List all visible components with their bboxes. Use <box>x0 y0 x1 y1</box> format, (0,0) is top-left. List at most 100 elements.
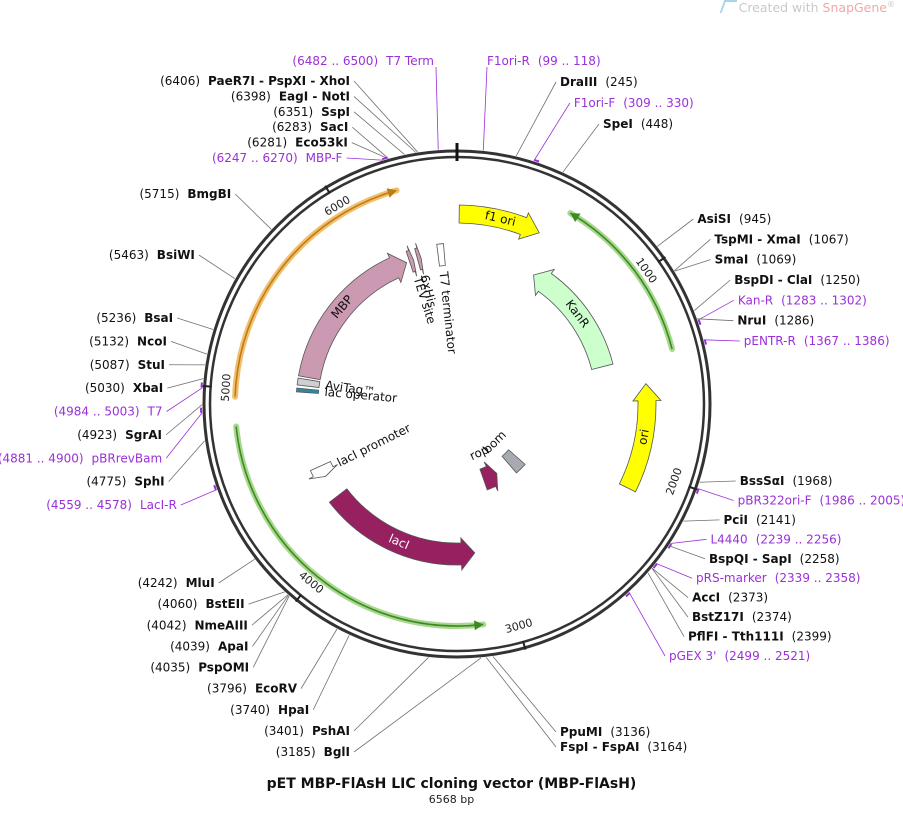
label-position: (4559 .. 4578) <box>46 498 132 512</box>
label-position: (3164) <box>647 740 687 754</box>
svg-text:(6406)PaeR7I - PspXI - XhoI: (6406) PaeR7I - PspXI - XhoI <box>160 74 350 88</box>
label-position: (2141) <box>756 513 796 527</box>
svg-text:FspI - FspAI(3164): FspI - FspAI (3164) <box>560 740 687 754</box>
label-position: (2239 .. 2256) <box>756 532 842 546</box>
label-position: (3401) <box>264 724 304 738</box>
site-label-saci: (6283) SacI <box>272 120 389 159</box>
label-position: (1067) <box>809 232 849 246</box>
primer-label-f1ori-f: F1ori-F (309 .. 330) <box>533 96 694 163</box>
svg-text:L4440(2239 .. 2256): L4440 (2239 .. 2256) <box>710 532 841 546</box>
label-position: (2374) <box>752 610 792 624</box>
site-label-xbai: (5030) XbaI <box>85 378 204 395</box>
site-label-mlui: (4242) MluI <box>138 558 255 590</box>
svg-text:(4035)PspOMI: (4035) PspOMI <box>150 661 249 675</box>
green-arc-kanr <box>567 210 676 352</box>
site-label-nmeaiii: (4042) NmeAIII <box>147 594 289 632</box>
tick-label: 5000 <box>219 373 234 402</box>
site-label-bgli: (3185) BglI <box>276 657 482 759</box>
site-label-apai: (4039) ApaI <box>170 595 289 653</box>
label-name: AsiSI <box>697 212 731 226</box>
label-position: (5030) <box>85 381 125 395</box>
tick-mark <box>202 384 212 388</box>
label-name: BspQI - SapI <box>709 552 792 566</box>
label-name: ApaI <box>218 639 248 653</box>
svg-text:AsiSI(945): AsiSI (945) <box>697 212 771 226</box>
green-arc-laci <box>233 423 487 631</box>
label-position: (2339 .. 2358) <box>775 571 861 585</box>
plasmid-length: 6568 bp <box>428 793 475 806</box>
svg-text:NruI(1286): NruI (1286) <box>737 314 814 328</box>
label-name: PaeR7I - PspXI - XhoI <box>208 74 350 88</box>
site-label-sphi: (4775) SphI <box>86 440 205 489</box>
svg-text:DraIII(245): DraIII (245) <box>560 75 638 89</box>
label-name: BstZ17I <box>692 610 744 624</box>
label-name: BglI <box>324 745 350 759</box>
svg-text:(4923)SgrAI: (4923) SgrAI <box>77 428 162 442</box>
label-name: LacI-R <box>140 498 177 512</box>
label-position: (5463) <box>109 248 149 262</box>
svg-text:(4042)NmeAIII: (4042) NmeAIII <box>147 618 248 632</box>
label-position: (6281) <box>247 136 287 150</box>
svg-text:(5236)BsaI: (5236) BsaI <box>96 311 173 325</box>
site-label-bmgbi: (5715) BmgBI <box>139 187 272 230</box>
site-label-fspi-fspai: FspI - FspAI (3164) <box>485 657 687 754</box>
label-name: BssSαI <box>740 474 785 488</box>
site-label-stui: (5087) StuI <box>90 358 206 372</box>
site-label-ppumi: PpuMI (3136) <box>492 656 650 739</box>
label-name: pENTR-R <box>744 334 796 348</box>
label-position: (4881 .. 4900) <box>0 451 84 465</box>
primer-label-pbr322ori-f: pBR322ori-F (1986 .. 2005) <box>695 488 903 507</box>
primer-label-mbp-f: (6247 .. 6270) MBP-F <box>212 151 388 165</box>
feature-kanr: KanR <box>533 268 614 371</box>
svg-text:(5132)NcoI: (5132) NcoI <box>89 334 167 348</box>
feature-label-t7-terminator: T7 terminator <box>436 270 459 355</box>
svg-text:Kan-R(1283 .. 1302): Kan-R (1283 .. 1302) <box>738 293 867 307</box>
label-position: (6283) <box>272 120 312 134</box>
svg-text:BssSαI(1968): BssSαI (1968) <box>740 474 833 488</box>
label-position: (4242) <box>138 576 178 590</box>
label-name: SspI <box>321 105 350 119</box>
label-position: (945) <box>739 212 771 226</box>
label-name: EagI - NotI <box>279 89 350 103</box>
plasmid-title: pET MBP-FlAsH LIC cloning vector (MBP-Fl… <box>266 776 637 792</box>
svg-text:AccI(2373): AccI (2373) <box>692 591 768 605</box>
label-position: (6398) <box>231 89 271 103</box>
primer-label-pbrrevbam: (4881 .. 4900) pBRrevBam <box>0 407 203 465</box>
svg-text:(6247 .. 6270)MBP-F: (6247 .. 6270) MBP-F <box>212 151 343 165</box>
label-name: SpeI <box>603 117 633 131</box>
primer-label-pgex-3: pGEX 3' (2499 .. 2521) <box>625 592 810 663</box>
label-name: L4440 <box>710 532 747 546</box>
site-label-bsiwi: (5463) BsiWI <box>109 248 236 280</box>
site-label-bspqi-sapi: BspQI - SapI (2258) <box>668 545 840 566</box>
svg-text:(3740)HpaI: (3740) HpaI <box>230 703 309 717</box>
feature-mbp: MBP <box>298 252 408 381</box>
label-position: (5715) <box>139 187 179 201</box>
label-position: (5236) <box>96 311 136 325</box>
label-name: NmeAIII <box>195 618 248 632</box>
site-label-bspdi-clai: BspDI - ClaI (1250) <box>694 273 860 311</box>
site-label-acci: AccI (2373) <box>651 567 768 605</box>
site-label-pspomi: (4035) PspOMI <box>150 595 290 675</box>
label-name: SgrAI <box>125 428 162 442</box>
tick-label: 2000 <box>663 466 685 497</box>
svg-text:(6398)EagI - NotI: (6398) EagI - NotI <box>231 89 350 103</box>
svg-text:(3401)PshAI: (3401) PshAI <box>264 724 350 738</box>
label-name: pBRrevBam <box>92 451 163 465</box>
label-name: BmgBI <box>187 187 231 201</box>
feature-f1-ori: f1 ori <box>458 204 540 240</box>
feature-label-ori: ori <box>635 428 652 446</box>
label-position: (6406) <box>160 74 200 88</box>
svg-text:PciI(2141): PciI (2141) <box>723 513 795 527</box>
tick-mark <box>688 485 698 491</box>
label-name: PspOMI <box>198 661 249 675</box>
label-name: HpaI <box>278 703 309 717</box>
svg-text:PpuMI(3136): PpuMI (3136) <box>560 725 650 739</box>
label-position: (5132) <box>89 334 129 348</box>
label-position: (6482 .. 6500) <box>292 54 378 68</box>
svg-text:BspDI - ClaI(1250): BspDI - ClaI (1250) <box>734 273 860 287</box>
svg-text:(4559 .. 4578)LacI-R: (4559 .. 4578) LacI-R <box>46 498 177 512</box>
svg-text:(3185)BglI: (3185) BglI <box>276 745 350 759</box>
label-name: F1ori-R <box>487 54 530 68</box>
label-name: MBP-F <box>306 151 343 165</box>
label-position: (4060) <box>158 597 198 611</box>
